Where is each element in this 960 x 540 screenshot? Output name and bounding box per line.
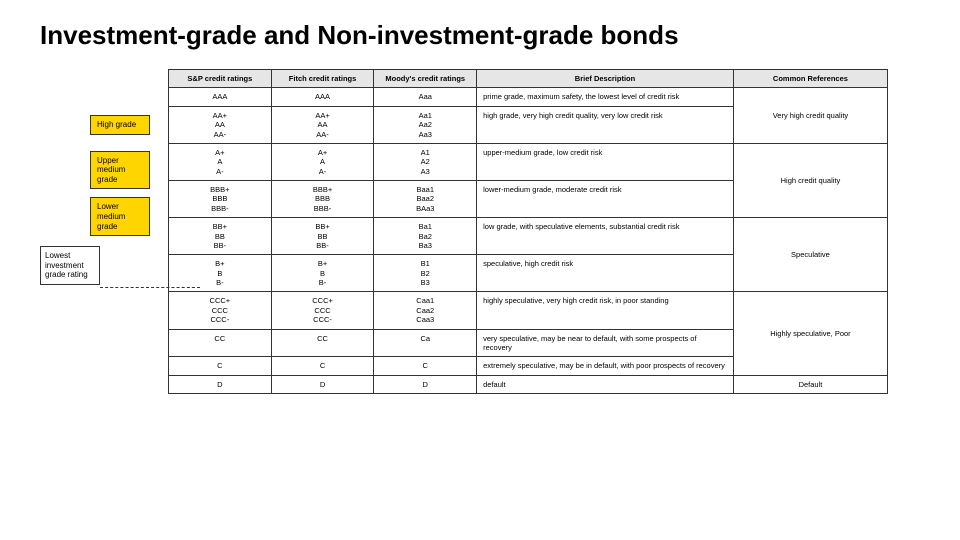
cell-fitch: A+AA- bbox=[271, 143, 374, 180]
callout-lowest-investment-grade: Lowest investment grade rating bbox=[40, 246, 100, 285]
table-row: A+AA- A+AA- A1A2A3 upper-medium grade, l… bbox=[169, 143, 888, 180]
table-row: AAA AAA Aaa prime grade, maximum safety,… bbox=[169, 88, 888, 106]
cell-sp: CCC+CCCCCC- bbox=[169, 292, 272, 329]
ratings-table: S&P credit ratings Fitch credit ratings … bbox=[168, 69, 888, 394]
cell-fitch: BB+BBBB- bbox=[271, 218, 374, 255]
cell-moodys: Caa1Caa2Caa3 bbox=[374, 292, 477, 329]
cell-moodys: Aa1Aa2Aa3 bbox=[374, 106, 477, 143]
cell-desc: extremely speculative, may be in default… bbox=[477, 357, 734, 375]
cell-desc: lower-medium grade, moderate credit risk bbox=[477, 181, 734, 218]
cell-desc: speculative, high credit risk bbox=[477, 255, 734, 292]
table-row: BB+BBBB- BB+BBBB- Ba1Ba2Ba3 low grade, w… bbox=[169, 218, 888, 255]
grade-label-upper-medium: Upper medium grade bbox=[90, 151, 150, 190]
cell-fitch: BBB+BBBBBB- bbox=[271, 181, 374, 218]
cell-desc: highly speculative, very high credit ris… bbox=[477, 292, 734, 329]
cell-moodys: Baa1Baa2BAa3 bbox=[374, 181, 477, 218]
cell-ref-veryhigh: Very high credit quality bbox=[733, 88, 887, 144]
cell-ref-high: High credit quality bbox=[733, 143, 887, 217]
cell-sp: A+AA- bbox=[169, 143, 272, 180]
cell-moodys: B1B2B3 bbox=[374, 255, 477, 292]
content-wrap: High grade Upper medium grade Lower medi… bbox=[40, 69, 920, 394]
cell-sp: C bbox=[169, 357, 272, 375]
th-fitch: Fitch credit ratings bbox=[271, 70, 374, 88]
cell-fitch: C bbox=[271, 357, 374, 375]
cell-moodys: A1A2A3 bbox=[374, 143, 477, 180]
cell-sp: BBB+BBBBBB- bbox=[169, 181, 272, 218]
cell-fitch: B+BB- bbox=[271, 255, 374, 292]
cell-sp: AA+AAAA- bbox=[169, 106, 272, 143]
cell-sp: AAA bbox=[169, 88, 272, 106]
th-desc: Brief Description bbox=[477, 70, 734, 88]
cell-moodys: Ba1Ba2Ba3 bbox=[374, 218, 477, 255]
cell-sp: D bbox=[169, 375, 272, 393]
cell-ref-spec: Speculative bbox=[733, 218, 887, 292]
table-row: D D D default Default bbox=[169, 375, 888, 393]
cell-ref-default: Default bbox=[733, 375, 887, 393]
cell-fitch: AA+AAAA- bbox=[271, 106, 374, 143]
cell-desc: default bbox=[477, 375, 734, 393]
cell-sp: CC bbox=[169, 329, 272, 357]
cell-desc: prime grade, maximum safety, the lowest … bbox=[477, 88, 734, 106]
cell-desc: high grade, very high credit quality, ve… bbox=[477, 106, 734, 143]
cell-desc: low grade, with speculative elements, su… bbox=[477, 218, 734, 255]
cell-moodys: C bbox=[374, 357, 477, 375]
table-header-row: S&P credit ratings Fitch credit ratings … bbox=[169, 70, 888, 88]
cell-fitch: CC bbox=[271, 329, 374, 357]
table-row: CCC+CCCCCC- CCC+CCCCCC- Caa1Caa2Caa3 hig… bbox=[169, 292, 888, 329]
cell-fitch: CCC+CCCCCC- bbox=[271, 292, 374, 329]
cell-moodys: D bbox=[374, 375, 477, 393]
cell-desc: very speculative, may be near to default… bbox=[477, 329, 734, 357]
cell-fitch: AAA bbox=[271, 88, 374, 106]
grade-label-column: High grade Upper medium grade Lower medi… bbox=[40, 69, 160, 285]
page-title: Investment-grade and Non-investment-grad… bbox=[40, 20, 920, 51]
cell-moodys: Aaa bbox=[374, 88, 477, 106]
cell-sp: BB+BBBB- bbox=[169, 218, 272, 255]
th-sp: S&P credit ratings bbox=[169, 70, 272, 88]
callout-arrow bbox=[100, 287, 200, 288]
th-ref: Common References bbox=[733, 70, 887, 88]
cell-fitch: D bbox=[271, 375, 374, 393]
grade-label-lower-medium: Lower medium grade bbox=[90, 197, 150, 236]
cell-desc: upper-medium grade, low credit risk bbox=[477, 143, 734, 180]
cell-moodys: Ca bbox=[374, 329, 477, 357]
grade-label-high: High grade bbox=[90, 115, 150, 135]
cell-ref-highlyspec: Highly speculative, Poor bbox=[733, 292, 887, 375]
th-moodys: Moody's credit ratings bbox=[374, 70, 477, 88]
